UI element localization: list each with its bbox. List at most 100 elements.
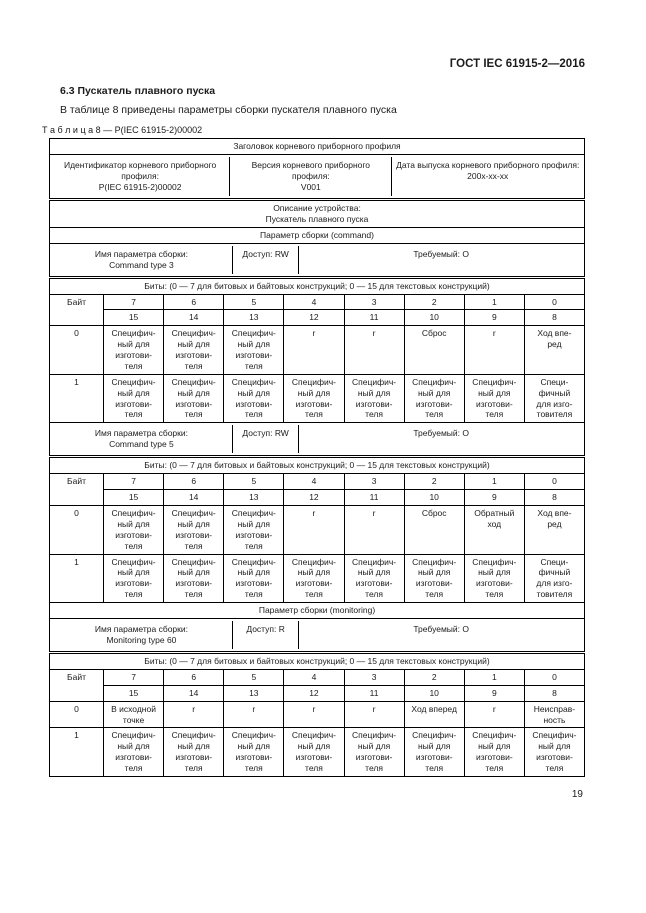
profile-cell-label: Идентификатор корневого приборного профи… bbox=[63, 159, 217, 181]
bit-number-cell: 11 bbox=[343, 489, 405, 507]
bit-number-cell: 4 bbox=[283, 668, 345, 686]
bit-number-cell: 15 bbox=[102, 489, 165, 507]
profile-header-title: Заголовок корневого приборного профиля bbox=[49, 138, 585, 155]
bit-definition-cell: Специфич- ный для изготови- теля bbox=[223, 373, 285, 424]
bit-definition-cell: Специфич- ный для изготови- теля bbox=[163, 505, 225, 555]
parameter-header-row: Имя параметра сборки: Command type 5 Досту… bbox=[51, 425, 583, 454]
bit-definition-cell: Специфич- ный для изготови- теля bbox=[403, 727, 465, 777]
bit-number-cell: 1 bbox=[463, 293, 525, 311]
bit-number-cell: 14 bbox=[163, 309, 225, 327]
profile-cell: Версия корневого приборного профиля: V001 bbox=[229, 156, 391, 197]
page-number: 19 bbox=[571, 788, 583, 800]
bit-number-cell: 6 bbox=[163, 473, 225, 491]
bit-number-cell: 7 bbox=[102, 668, 165, 686]
bit-number-cell: 0 bbox=[523, 473, 586, 491]
bit-definition-cell: Специфич- ный для изготови- теля bbox=[102, 505, 165, 555]
device-description-label: Описание устройства: bbox=[273, 203, 361, 214]
table-row: Биты: (0 — 7 для битовых и байтовых конс… bbox=[49, 651, 585, 670]
parameter-name-label: Имя параметра сборки: bbox=[94, 248, 188, 259]
bit-number-cell: 3 bbox=[343, 668, 405, 686]
bit-number-cell: 13 bbox=[223, 684, 285, 702]
bit-number-cell: 5 bbox=[223, 668, 285, 686]
bit-definition-cell: Специфич- ный для изготови- теля bbox=[102, 727, 165, 777]
bits-header: Биты: (0 — 7 для битовых и байтовых конс… bbox=[49, 455, 585, 475]
bit-definition-cell: Специфич- ный для изготови- теля bbox=[343, 373, 405, 424]
bit-number-cell: 12 bbox=[283, 684, 345, 702]
bit-definition-cell: Специфич- ный для изготови- теля bbox=[463, 373, 525, 424]
bit-definition-cell: Специфич- ный для изготови- теля bbox=[463, 727, 525, 777]
bit-number-cell: 10 bbox=[403, 684, 465, 702]
bit-definition-cell: Специфич- ный для изготови- теля bbox=[102, 373, 165, 424]
bit-definition-cell: Специ- фичный для изго- товителя bbox=[523, 553, 586, 604]
bit-definition-cell: Специфич- ный для изготови- теля bbox=[463, 553, 525, 604]
bit-number-cell: 1 bbox=[463, 473, 525, 491]
parameter-name-value: Command type 3 bbox=[109, 259, 174, 270]
parameter-access-cell: Доступ: R bbox=[231, 620, 299, 650]
table-row: Параметр сборки (command) bbox=[49, 226, 585, 244]
table-row: 1 Специфич- ный для изготови- теля Специфи… bbox=[49, 373, 586, 424]
table-row: Имя параметра сборки: Monitoring type 60 Д… bbox=[49, 617, 585, 654]
bit-definition-cell: Специфич- ный для изготови- теля bbox=[283, 373, 345, 424]
table-row: Имя параметра сборки: Command type 3 Досту… bbox=[49, 242, 585, 278]
bit-number-cell: 8 bbox=[523, 684, 586, 702]
bit-number-cell: 13 bbox=[223, 489, 285, 507]
bit-number-cell: 12 bbox=[283, 309, 345, 327]
bit-definition-cell: Специфич- ный для изготови- теля bbox=[343, 553, 405, 604]
bit-definition-cell: Обратный ход bbox=[463, 505, 525, 555]
parameter-name-cell: Имя параметра сборки: Monitoring type 60 bbox=[51, 621, 232, 649]
bit-definition-cell: r bbox=[283, 700, 345, 729]
bit-definition-cell: Ход впе- ред bbox=[523, 325, 586, 375]
bit-definition-cell: Ход впе- ред bbox=[523, 505, 586, 555]
bit-number-cell: 1 bbox=[463, 668, 525, 686]
parameter-required-cell: Требуемый: O bbox=[298, 425, 583, 454]
bit-number-cell: 5 bbox=[223, 293, 285, 311]
byte-index-cell: 0 bbox=[49, 325, 104, 375]
bit-definition-cell: Специфич- ный для изготови- теля bbox=[403, 553, 465, 604]
parameter-access-cell: Доступ: RW bbox=[231, 245, 299, 274]
bit-definition-cell: r bbox=[343, 325, 405, 375]
byte-index-cell: 0 bbox=[49, 505, 104, 555]
bit-definition-cell: r bbox=[343, 700, 405, 729]
bit-number-cell: 9 bbox=[463, 309, 525, 327]
byte-index-cell: 1 bbox=[49, 727, 104, 777]
bit-definition-cell: В исходной точке bbox=[102, 700, 165, 729]
parameter-header-cells: Имя параметра сборки: Monitoring type 60 Д… bbox=[49, 617, 585, 654]
parameter-name-value: Monitoring type 60 bbox=[106, 635, 177, 645]
profile-cell-value: P(IEC 61915-2)00002 bbox=[98, 181, 182, 192]
bit-number-cell: 8 bbox=[523, 309, 586, 327]
parameter-name-label: Имя параметра сборки: bbox=[94, 623, 188, 634]
bit-number-cell: 15 bbox=[102, 684, 165, 702]
bit-number-cell: 2 bbox=[403, 668, 465, 686]
bit-definition-cell: Специфич- ный для изготови- теля bbox=[403, 373, 465, 424]
table-row: Биты: (0 — 7 для битовых и байтовых конс… bbox=[49, 275, 585, 295]
table-row: Заголовок корневого приборного профиля bbox=[49, 138, 585, 155]
device-description-value: Пускатель плавного пуска bbox=[265, 213, 369, 224]
table-row: 15 14 13 12 11 10 9 8 bbox=[50, 309, 586, 327]
table-row: Описание устройства: Пускатель плавного п… bbox=[49, 198, 585, 228]
table-row: 0 Специфич- ный для изготови- теля Специфи… bbox=[49, 325, 586, 375]
bit-definition-cell: Специфич- ный для изготови- теля bbox=[163, 325, 225, 375]
table-row: Идентификатор корневого приборного профи… bbox=[49, 153, 585, 201]
byte-column-header: Байт bbox=[49, 473, 104, 507]
parameter-header-row: Имя параметра сборки: Monitoring type 60 Д… bbox=[51, 620, 583, 650]
bit-definition-cell: Специфич- ный для изготови- теля bbox=[223, 325, 285, 375]
profile-cell-label: Дата выпуска корневого приборного профил… bbox=[396, 159, 580, 170]
bit-number-cell: 9 bbox=[463, 489, 525, 507]
assembly-parameter-title: Параметр сборки (command) bbox=[49, 226, 585, 244]
bit-definition-cell: r bbox=[463, 325, 525, 375]
bit-number-cell: 0 bbox=[523, 668, 586, 686]
bit-number-cell: 7 bbox=[102, 293, 165, 311]
bit-definition-cell: r bbox=[163, 700, 225, 729]
bit-number-cell: 12 bbox=[283, 489, 345, 507]
bit-number-cell: 8 bbox=[523, 489, 586, 507]
bit-definition-cell: r bbox=[463, 700, 525, 729]
device-profile-table: Заголовок корневого приборного профиля Ид… bbox=[49, 138, 586, 777]
parameter-name-value: Command type 5 bbox=[109, 439, 174, 450]
bit-number-cell: 5 bbox=[223, 473, 285, 491]
bit-definition-cell: Специфич- ный для изготови- теля bbox=[163, 727, 225, 777]
bit-definition-cell: Специфич- ный для изготови- теля bbox=[283, 727, 345, 777]
parameter-name-cell: Имя параметра сборки: Command type 5 bbox=[51, 425, 232, 453]
parameter-name-cell: Имя параметра сборки: Command type 3 bbox=[51, 246, 232, 274]
